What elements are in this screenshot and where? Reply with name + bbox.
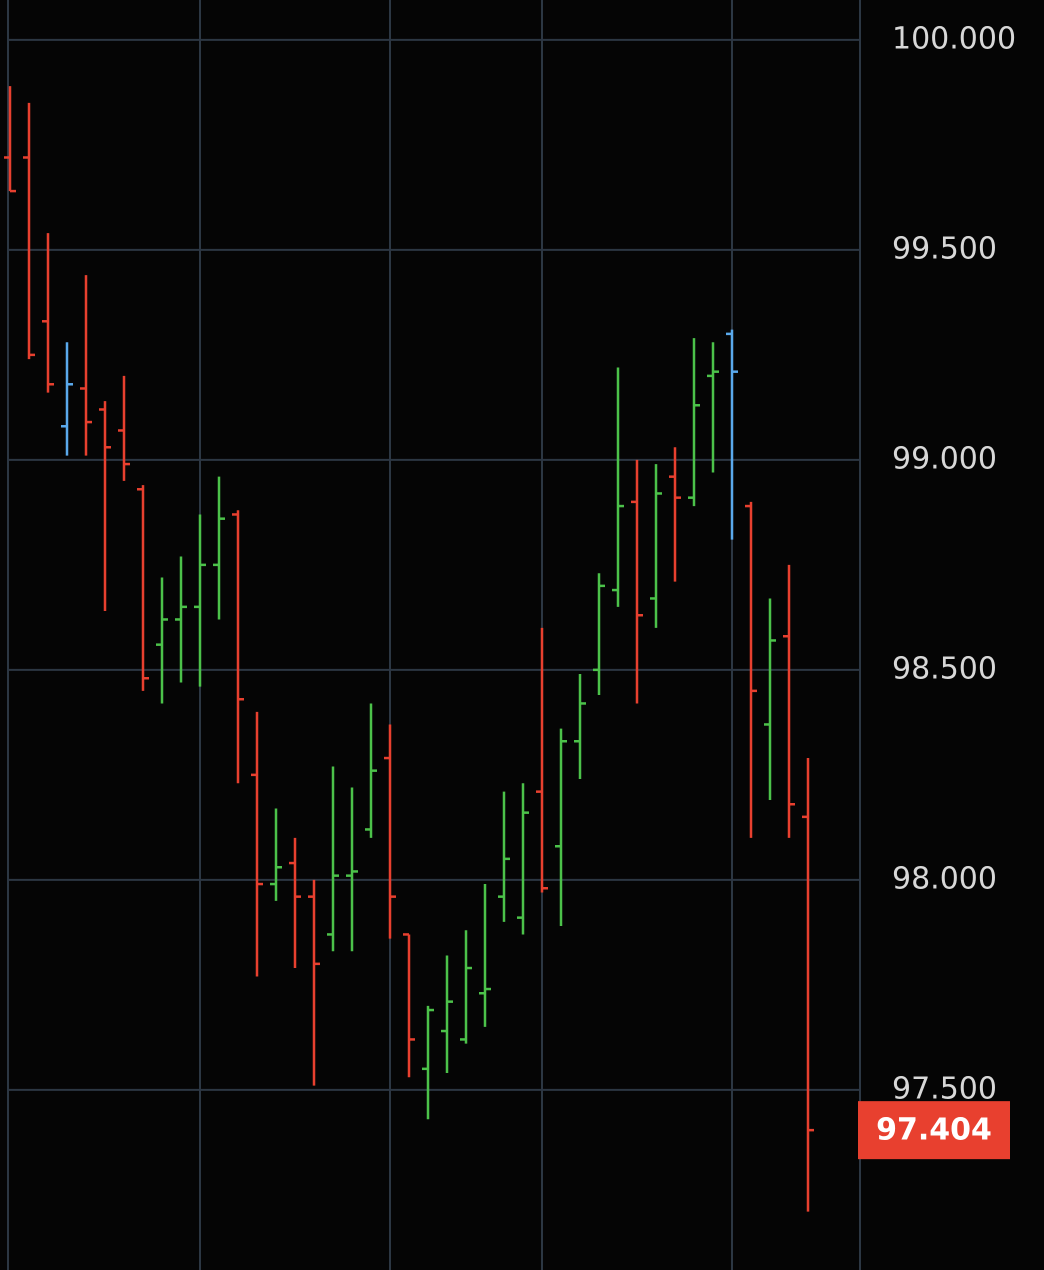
y-tick-label: 100.000	[892, 21, 1016, 56]
y-tick-label: 97.500	[892, 1071, 997, 1106]
last-price-box	[858, 1101, 1010, 1160]
y-tick-label: 98.000	[892, 861, 997, 896]
y-tick-label: 99.500	[892, 231, 997, 266]
y-tick-label: 99.000	[892, 441, 997, 476]
y-tick-label: 98.500	[892, 651, 997, 686]
vertical-grid	[7, 0, 861, 1270]
last-price-label: 97.404	[876, 1113, 992, 1148]
